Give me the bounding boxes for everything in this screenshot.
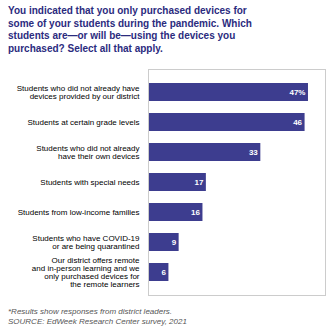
- svg-text:47%: 47%: [289, 88, 305, 97]
- svg-text:9: 9: [172, 238, 177, 247]
- svg-text:46: 46: [293, 118, 302, 127]
- svg-text:Students who did not alreadyha: Students who did not alreadyhave their o…: [36, 144, 139, 161]
- svg-text:33: 33: [249, 148, 258, 157]
- svg-text:Students from low-income famil: Students from low-income families: [18, 208, 140, 217]
- svg-text:Students with special needs: Students with special needs: [40, 178, 139, 187]
- svg-text:17: 17: [194, 178, 203, 187]
- html-text:*Results show responses from d: *Results show responses from district le…: [8, 307, 187, 326]
- svg-text:Our district offers remoteand: Our district offers remoteand in-person …: [32, 256, 140, 289]
- svg-text:6: 6: [161, 268, 166, 277]
- svg-text:Students who have COVID-19or a: Students who have COVID-19or are being q…: [32, 234, 140, 251]
- svg-text:Students at certain grade leve: Students at certain grade levels: [27, 118, 139, 127]
- html-text:You indicated that you only pu: You indicated that you only purchased de…: [8, 5, 252, 54]
- svg-text:16: 16: [191, 208, 200, 217]
- svg-text:Students who did not already h: Students who did not already havedevices…: [17, 84, 141, 101]
